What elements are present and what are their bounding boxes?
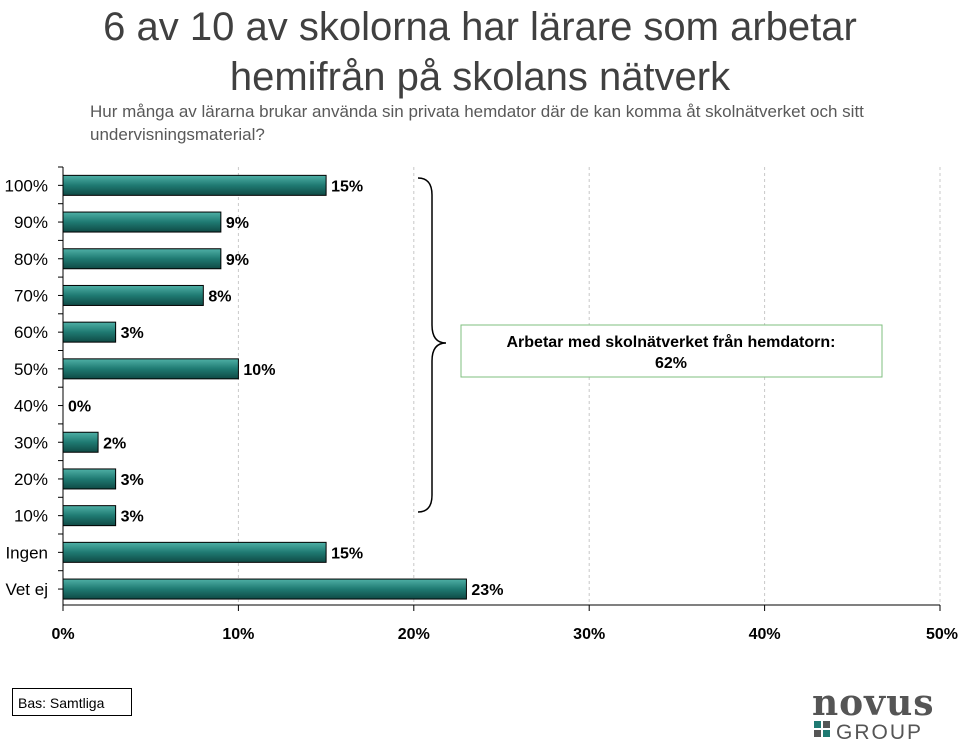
data-label: 2% xyxy=(103,435,126,452)
annotation-box xyxy=(460,324,883,378)
annotation-line-1: Arbetar med skolnätverket från hemdatorn… xyxy=(507,333,836,351)
bar xyxy=(62,248,222,270)
axes: 100% 90% 80% 70% 60% 50% 40% 30% 20% 10% Ingen Vet … xyxy=(5,166,958,643)
data-label: 3% xyxy=(121,325,144,342)
bar xyxy=(62,174,327,196)
category-label: Ingen xyxy=(5,543,48,562)
data-label: 8% xyxy=(208,288,231,305)
category-label: 40% xyxy=(14,397,48,416)
annotation-line-2: 62% xyxy=(655,355,687,372)
x-tick-label: 50% xyxy=(926,626,958,643)
bar xyxy=(62,541,327,563)
bar xyxy=(62,211,222,233)
category-label: 80% xyxy=(14,250,48,269)
base-note: Bas: Samtliga xyxy=(12,688,132,716)
logo-square-1 xyxy=(814,721,821,728)
title-line-2: hemifrån på skolans nätverk xyxy=(229,55,731,99)
bar xyxy=(62,468,117,490)
bar xyxy=(62,578,467,600)
bar xyxy=(62,321,117,343)
logo-group-text: GROUP xyxy=(836,721,923,743)
bar xyxy=(62,284,204,306)
title-line-1: 6 av 10 av skolorna har lärare som arbet… xyxy=(103,5,857,49)
subtitle-line-2: undervisningsmaterial? xyxy=(90,125,265,144)
bar xyxy=(62,431,99,453)
category-label: 70% xyxy=(14,286,48,305)
data-label: 9% xyxy=(226,215,249,232)
subtitle-line-1: Hur många av lärarna brukar använda sin … xyxy=(90,102,864,121)
data-label: 15% xyxy=(331,545,363,562)
bars: 15% 9% 9% 8% 3% 10% 0% 2% 3% 3% 15% 23% xyxy=(62,174,503,600)
category-label: 90% xyxy=(14,213,48,232)
logo-square-3 xyxy=(814,730,821,737)
x-tick-label: 30% xyxy=(573,626,605,643)
category-label: Vet ej xyxy=(5,580,48,599)
x-tick-label: 40% xyxy=(749,626,781,643)
bar xyxy=(62,358,239,380)
x-tick-label: 20% xyxy=(398,626,430,643)
logo-square-2 xyxy=(823,721,830,728)
data-label: 15% xyxy=(331,178,363,195)
bar-chart: 15% 9% 9% 8% 3% 10% 0% 2% 3% 3% 15% 23% 100% 90% 80% 7… xyxy=(5,166,958,643)
category-label: 30% xyxy=(14,433,48,452)
data-label: 3% xyxy=(121,509,144,526)
data-label: 10% xyxy=(243,362,275,379)
category-label: 20% xyxy=(14,470,48,489)
data-label: 23% xyxy=(471,582,503,599)
curly-brace xyxy=(417,177,447,513)
x-tick-label: 0% xyxy=(51,626,74,643)
logo-square-4 xyxy=(823,730,830,737)
novus-logo: novus GROUP xyxy=(812,685,935,743)
gridlines xyxy=(237,167,941,605)
bar xyxy=(62,505,117,527)
category-label: 50% xyxy=(14,360,48,379)
data-label: 9% xyxy=(226,252,249,269)
category-label: 10% xyxy=(14,507,48,526)
x-tick-label: 10% xyxy=(222,626,254,643)
category-label: 100% xyxy=(5,176,48,195)
data-label: 3% xyxy=(121,472,144,489)
chart-subtitle: Hur många av lärarna brukar använda sin … xyxy=(90,100,950,146)
logo-novus-text: novus xyxy=(812,685,935,724)
category-label: 60% xyxy=(14,323,48,342)
data-label: 0% xyxy=(68,399,91,416)
chart-title: 6 av 10 av skolorna har lärare som arbet… xyxy=(0,2,960,102)
